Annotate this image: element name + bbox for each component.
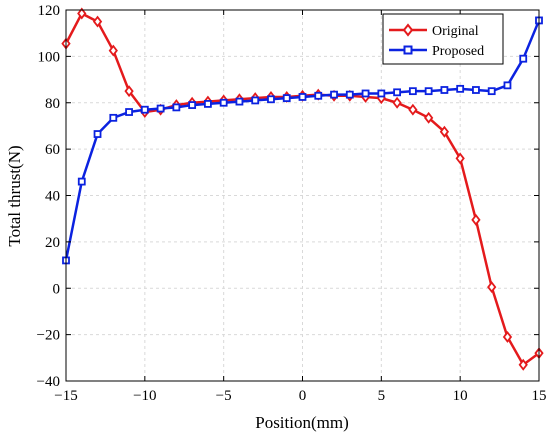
- x-tick-label: −15: [54, 388, 77, 404]
- data-point-original: [455, 152, 465, 165]
- data-point-original: [392, 96, 402, 109]
- data-point-proposed: [203, 100, 212, 108]
- x-tick-label: 0: [299, 388, 307, 404]
- x-tick-label: −10: [133, 388, 156, 404]
- legend: Original Proposed: [382, 13, 504, 65]
- data-point-original: [77, 7, 87, 20]
- data-point-proposed: [393, 88, 402, 97]
- data-point-proposed: [188, 101, 197, 109]
- data-point-original: [124, 85, 134, 98]
- data-point-proposed: [282, 94, 291, 103]
- data-point-proposed: [298, 93, 307, 101]
- data-point-proposed: [519, 54, 528, 63]
- data-point-proposed: [109, 113, 118, 122]
- legend-marker-original: [402, 23, 414, 37]
- y-axis: −40 −20 0 20 40 60 80 100 120: [37, 3, 539, 390]
- data-point-original: [423, 111, 434, 124]
- data-point-proposed: [330, 90, 338, 99]
- legend-marker-proposed: [403, 45, 413, 55]
- x-tick-label: 5: [378, 388, 386, 404]
- x-tick-label: 10: [453, 388, 468, 404]
- data-point-proposed: [503, 81, 512, 90]
- y-tick-label: 40: [45, 189, 60, 205]
- data-point-proposed: [156, 104, 165, 113]
- data-point-proposed: [408, 87, 417, 96]
- data-point-proposed: [377, 89, 386, 98]
- data-point-proposed: [345, 90, 354, 99]
- y-tick-label: 20: [45, 235, 60, 251]
- data-point-proposed: [125, 108, 133, 116]
- data-point-proposed: [93, 130, 102, 138]
- data-point-proposed: [77, 177, 86, 186]
- data-point-proposed: [235, 97, 244, 106]
- data-point-proposed: [456, 84, 465, 93]
- data-point-original: [108, 44, 118, 57]
- data-point-original: [487, 281, 497, 294]
- series-proposed: [62, 16, 543, 265]
- data-point-original: [408, 103, 418, 116]
- y-tick-label: 100: [38, 49, 61, 65]
- data-point-proposed: [440, 86, 449, 94]
- y-tick-label: −40: [37, 374, 60, 390]
- y-tick-label: 0: [53, 281, 61, 297]
- data-point-proposed: [140, 105, 149, 114]
- legend-box: [382, 13, 504, 65]
- data-point-original: [92, 15, 103, 28]
- data-point-proposed: [251, 96, 260, 105]
- series-layer: [61, 7, 544, 371]
- x-axis-title: Position(mm): [255, 413, 349, 432]
- data-point-proposed: [424, 87, 433, 96]
- x-tick-label: 15: [532, 388, 547, 404]
- data-point-proposed: [472, 86, 480, 94]
- data-point-proposed: [219, 98, 228, 107]
- data-point-proposed: [314, 91, 323, 100]
- data-point-original: [518, 358, 528, 371]
- y-tick-label: 80: [45, 96, 60, 112]
- legend-label-original: Original: [432, 24, 479, 39]
- y-tick-label: −20: [37, 328, 60, 344]
- grid: [66, 10, 539, 381]
- y-tick-label: 120: [38, 3, 61, 19]
- x-tick-label: −5: [216, 388, 232, 404]
- data-point-proposed: [487, 87, 496, 96]
- y-tick-label: 60: [45, 142, 60, 158]
- y-axis-title: Total thrust(N): [5, 145, 24, 246]
- data-point-original: [471, 213, 481, 226]
- x-axis: −15 −10 −5 0 5 10 15: [54, 10, 547, 404]
- legend-label-proposed: Proposed: [432, 44, 484, 59]
- data-point-original: [502, 330, 513, 343]
- data-point-proposed: [172, 103, 181, 112]
- data-point-proposed: [361, 89, 370, 98]
- data-point-proposed: [267, 95, 275, 104]
- data-point-original: [439, 125, 450, 138]
